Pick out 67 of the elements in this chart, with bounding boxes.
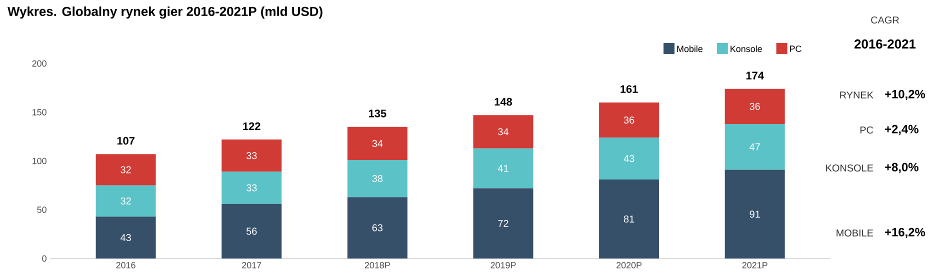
text: RYNEK [840, 92, 874, 98]
data-label: 36 [624, 116, 634, 124]
data-label: 36 [750, 102, 760, 110]
bar [96, 185, 156, 217]
data-label: 41 [498, 164, 508, 172]
data-label: 38 [372, 175, 383, 182]
legend-label: PC [790, 46, 802, 52]
text: CAGR [871, 16, 899, 24]
x-tick-label: 2019P [490, 262, 516, 268]
text: 2016-2021 [854, 39, 916, 49]
text: PC [860, 126, 874, 134]
y-tick-label: 150 [32, 109, 46, 116]
x-tick-label: 2020P [616, 262, 642, 268]
data-label: 34 [498, 128, 508, 136]
bar [473, 188, 534, 258]
chart-title: Wykres. Globalny rynek gier 2016-2021P (mld USD) [8, 6, 322, 19]
bar [724, 124, 785, 170]
legend-label: Mobile [677, 45, 703, 52]
data-label: 63 [372, 224, 383, 232]
total-label: 135 [368, 110, 386, 118]
bar [96, 216, 156, 258]
total-label: 148 [494, 98, 512, 106]
text: +16,2% [885, 228, 926, 238]
data-label: 43 [120, 234, 131, 242]
data-label: 43 [624, 155, 634, 162]
data-label: 32 [120, 197, 131, 204]
data-label: 33 [246, 184, 257, 192]
data-label: 81 [624, 215, 634, 223]
bar [222, 204, 282, 258]
total-label: 107 [117, 136, 134, 145]
data-label: 33 [246, 152, 257, 160]
data-label: 47 [750, 143, 760, 150]
text: +10,2% [885, 90, 926, 100]
bar [347, 197, 408, 258]
x-tick-label: 2016 [116, 262, 136, 268]
data-label: 91 [750, 210, 760, 218]
bar [473, 148, 534, 188]
data-label: 32 [120, 166, 131, 174]
data-label: 72 [498, 220, 508, 227]
bar [473, 115, 534, 148]
text: +2,4% [885, 124, 918, 136]
total-label: 122 [243, 122, 260, 130]
bar [599, 180, 660, 258]
bar [599, 102, 660, 138]
text: MOBILE [836, 229, 874, 237]
bar [347, 160, 408, 198]
y-tick-label: 200 [32, 60, 46, 67]
bar [599, 138, 660, 180]
y-tick-label: 100 [32, 158, 46, 164]
total-label: 174 [746, 72, 764, 80]
bar [347, 126, 408, 160]
annotation: KONSOLE [826, 164, 874, 172]
bar [96, 154, 156, 186]
y-tick-label: 50 [37, 206, 46, 213]
y-tick-label: 0 [42, 255, 46, 262]
bar [222, 172, 282, 204]
bar [724, 170, 785, 258]
data-label: 34 [372, 140, 383, 147]
bar [222, 140, 282, 172]
x-tick-label: 2017 [242, 262, 262, 268]
x-tick-label: 2018P [364, 262, 390, 268]
legend-label: Konsole [730, 45, 762, 52]
text: +8,0% [885, 162, 918, 174]
bar [724, 88, 785, 124]
total-label: 161 [620, 85, 638, 93]
data-label: 56 [246, 228, 257, 235]
x-tick-label: 2021P [742, 262, 768, 268]
